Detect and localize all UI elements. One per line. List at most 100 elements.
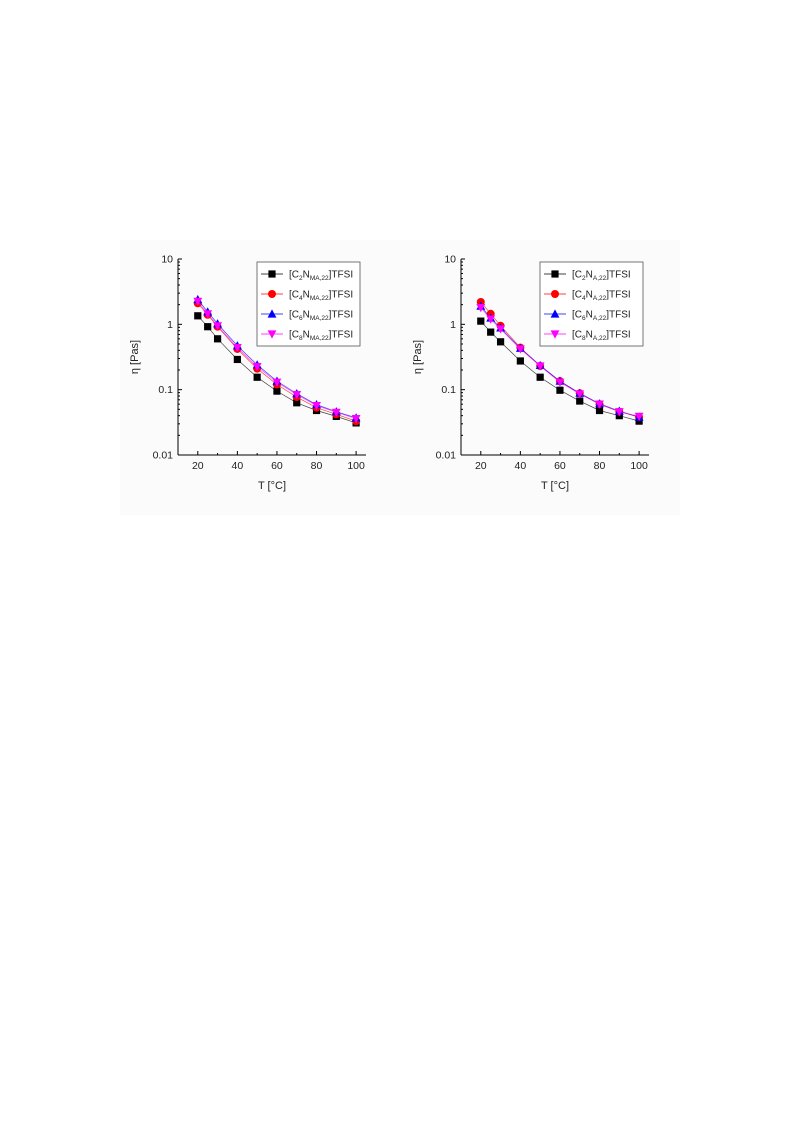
legend-text: [C <box>572 290 582 301</box>
data-point <box>515 345 525 354</box>
data-point <box>535 362 545 371</box>
legend-subscript: A,22 <box>593 295 607 302</box>
data-point <box>595 400 604 409</box>
legend-subscript: MA,22 <box>310 295 329 302</box>
series-line <box>197 303 357 422</box>
data-point <box>496 338 505 346</box>
data-point <box>204 323 212 331</box>
y-tick-label: 1 <box>167 319 173 331</box>
data-point <box>516 357 524 365</box>
data-point <box>555 378 565 387</box>
y-tick-label: 0.01 <box>153 450 174 462</box>
legend-text: [C <box>572 330 582 341</box>
legend-text: ]TFSI <box>606 270 630 281</box>
legend-text: ]TFSI <box>606 290 630 301</box>
legend-text: ]TFSI <box>606 310 630 321</box>
x-tick-label: 40 <box>515 460 527 472</box>
legend-text: N <box>586 310 593 321</box>
legend-label: [C6NA,22]TFSI <box>572 310 631 323</box>
data-point <box>635 417 643 425</box>
series-line <box>197 301 357 419</box>
legend-marker <box>551 270 559 278</box>
x-tick-label: 80 <box>594 460 606 472</box>
legend-text: [C <box>289 290 299 301</box>
legend-subscript: 6 <box>299 315 303 322</box>
legend-subscript: 4 <box>299 295 303 302</box>
series-line <box>480 320 640 422</box>
data-point <box>232 344 242 353</box>
legend-subscript: MA,22 <box>310 315 329 322</box>
series-line <box>197 315 357 424</box>
y-tick-label: 10 <box>161 254 173 266</box>
data-point <box>272 378 282 387</box>
legend-subscript: 8 <box>299 335 303 342</box>
legend-label: [C8NA,22]TFSI <box>572 330 631 343</box>
data-point <box>486 315 496 324</box>
legend-label: [C6NMA,22]TFSI <box>289 310 353 323</box>
data-point <box>496 325 505 334</box>
x-tick-label: 20 <box>192 460 204 472</box>
x-tick-label: 60 <box>554 460 566 472</box>
legend-text: N <box>303 270 310 281</box>
series-line <box>480 305 640 418</box>
legend-text: [C <box>572 310 582 321</box>
legend-marker <box>550 330 560 339</box>
data-point <box>233 355 241 364</box>
series-4 <box>193 297 361 424</box>
data-point <box>614 408 624 417</box>
legend-marker <box>551 290 559 298</box>
data-point <box>193 297 203 306</box>
legend-marker <box>267 330 277 339</box>
legend-text: N <box>303 310 310 321</box>
data-point <box>634 412 644 421</box>
x-tick-label: 100 <box>630 460 648 472</box>
x-tick-label: 60 <box>271 460 283 472</box>
y-tick-label: 0.01 <box>436 450 457 462</box>
legend-marker <box>550 309 560 318</box>
x-axis-label: T [°C] <box>541 480 569 492</box>
legend-subscript: MA,22 <box>310 275 329 282</box>
legend-label: [C2NMA,22]TFSI <box>289 270 353 283</box>
legend-text: [C <box>289 330 299 341</box>
legend-subscript: MA,22 <box>310 335 329 342</box>
x-tick-label: 80 <box>311 460 323 472</box>
legend-text: N <box>586 290 593 301</box>
legend-text: [C <box>572 270 582 281</box>
legend-text: ]TFSI <box>329 330 353 341</box>
data-point <box>253 373 261 381</box>
y-tick-label: 10 <box>444 254 456 266</box>
legend-text: N <box>303 290 310 301</box>
data-point <box>252 363 262 372</box>
data-point <box>595 406 604 415</box>
legend-text: N <box>303 330 310 341</box>
legend-marker <box>268 270 276 278</box>
data-point <box>351 415 361 424</box>
data-point <box>331 408 341 417</box>
data-point <box>487 328 495 336</box>
x-axis-label: T [°C] <box>258 480 286 492</box>
data-point <box>476 304 486 313</box>
data-point <box>213 322 222 331</box>
legend-label: [C8NMA,22]TFSI <box>289 330 353 343</box>
legend-subscript: 8 <box>582 335 586 342</box>
legend-marker <box>268 290 276 298</box>
legend-label: [C4NA,22]TFSI <box>572 290 631 303</box>
series-line <box>480 307 640 417</box>
x-tick-label: 100 <box>347 460 365 472</box>
series-line <box>197 299 357 419</box>
legend-subscript: A,22 <box>593 315 607 322</box>
legend-subscript: 4 <box>582 295 586 302</box>
y-tick-label: 1 <box>450 319 456 331</box>
legend-text: ]TFSI <box>329 290 353 301</box>
y-tick-label: 0.1 <box>158 384 173 396</box>
data-point <box>536 373 544 381</box>
data-point <box>203 310 213 319</box>
legend-subscript: 6 <box>582 315 586 322</box>
y-axis-label: η [Pas] <box>412 340 424 374</box>
legend-subscript: 2 <box>582 275 586 282</box>
data-point <box>312 402 321 411</box>
figure: 0.01 0.1 1 10 20 40 60 80 100 T [°C] η [Pas] [C2NMA… <box>120 240 680 515</box>
data-point <box>273 387 281 395</box>
